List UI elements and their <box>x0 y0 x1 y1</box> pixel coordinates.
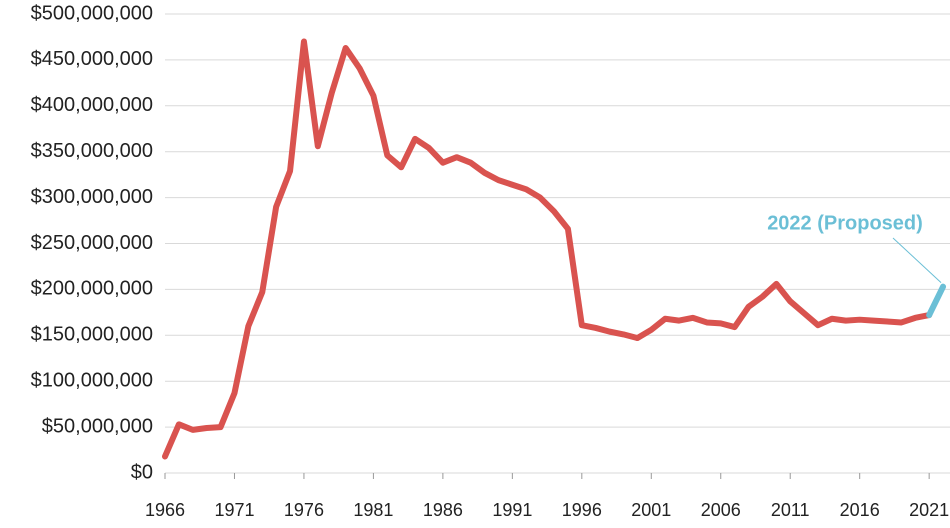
y-tick-label: $0 <box>131 461 153 483</box>
y-tick-label: $250,000,000 <box>31 232 153 254</box>
x-tick-label: 1971 <box>214 500 254 520</box>
data-line <box>926 283 947 319</box>
y-tick-label: $350,000,000 <box>31 140 153 162</box>
x-tick-label: 1986 <box>423 500 463 520</box>
x-tick-label: 2006 <box>701 500 741 520</box>
y-tick-label: $450,000,000 <box>31 48 153 70</box>
x-tick-label: 2021 <box>909 500 949 520</box>
y-tick-label: $50,000,000 <box>42 415 153 437</box>
y-tick-label: $200,000,000 <box>31 278 153 300</box>
y-tick-label: $150,000,000 <box>31 324 153 346</box>
x-tick-label: 1981 <box>353 500 393 520</box>
x-tick-label: 2011 <box>771 500 810 520</box>
y-tick-label: $300,000,000 <box>31 186 153 208</box>
data-line <box>162 38 933 460</box>
annotation: 2022 (Proposed) <box>767 212 923 234</box>
x-tick-label: 2001 <box>631 500 671 520</box>
x-tick-label: 1976 <box>284 500 324 520</box>
y-tick-label: $100,000,000 <box>31 369 153 391</box>
annotation-leader <box>892 237 942 284</box>
x-tick-label: 1991 <box>492 500 532 520</box>
y-tick-label: $500,000,000 <box>31 2 153 24</box>
x-tick-label: 1966 <box>145 500 185 520</box>
x-tick-label: 1996 <box>562 500 602 520</box>
x-tick-label: 2016 <box>840 500 880 520</box>
y-tick-label: $400,000,000 <box>31 94 153 116</box>
